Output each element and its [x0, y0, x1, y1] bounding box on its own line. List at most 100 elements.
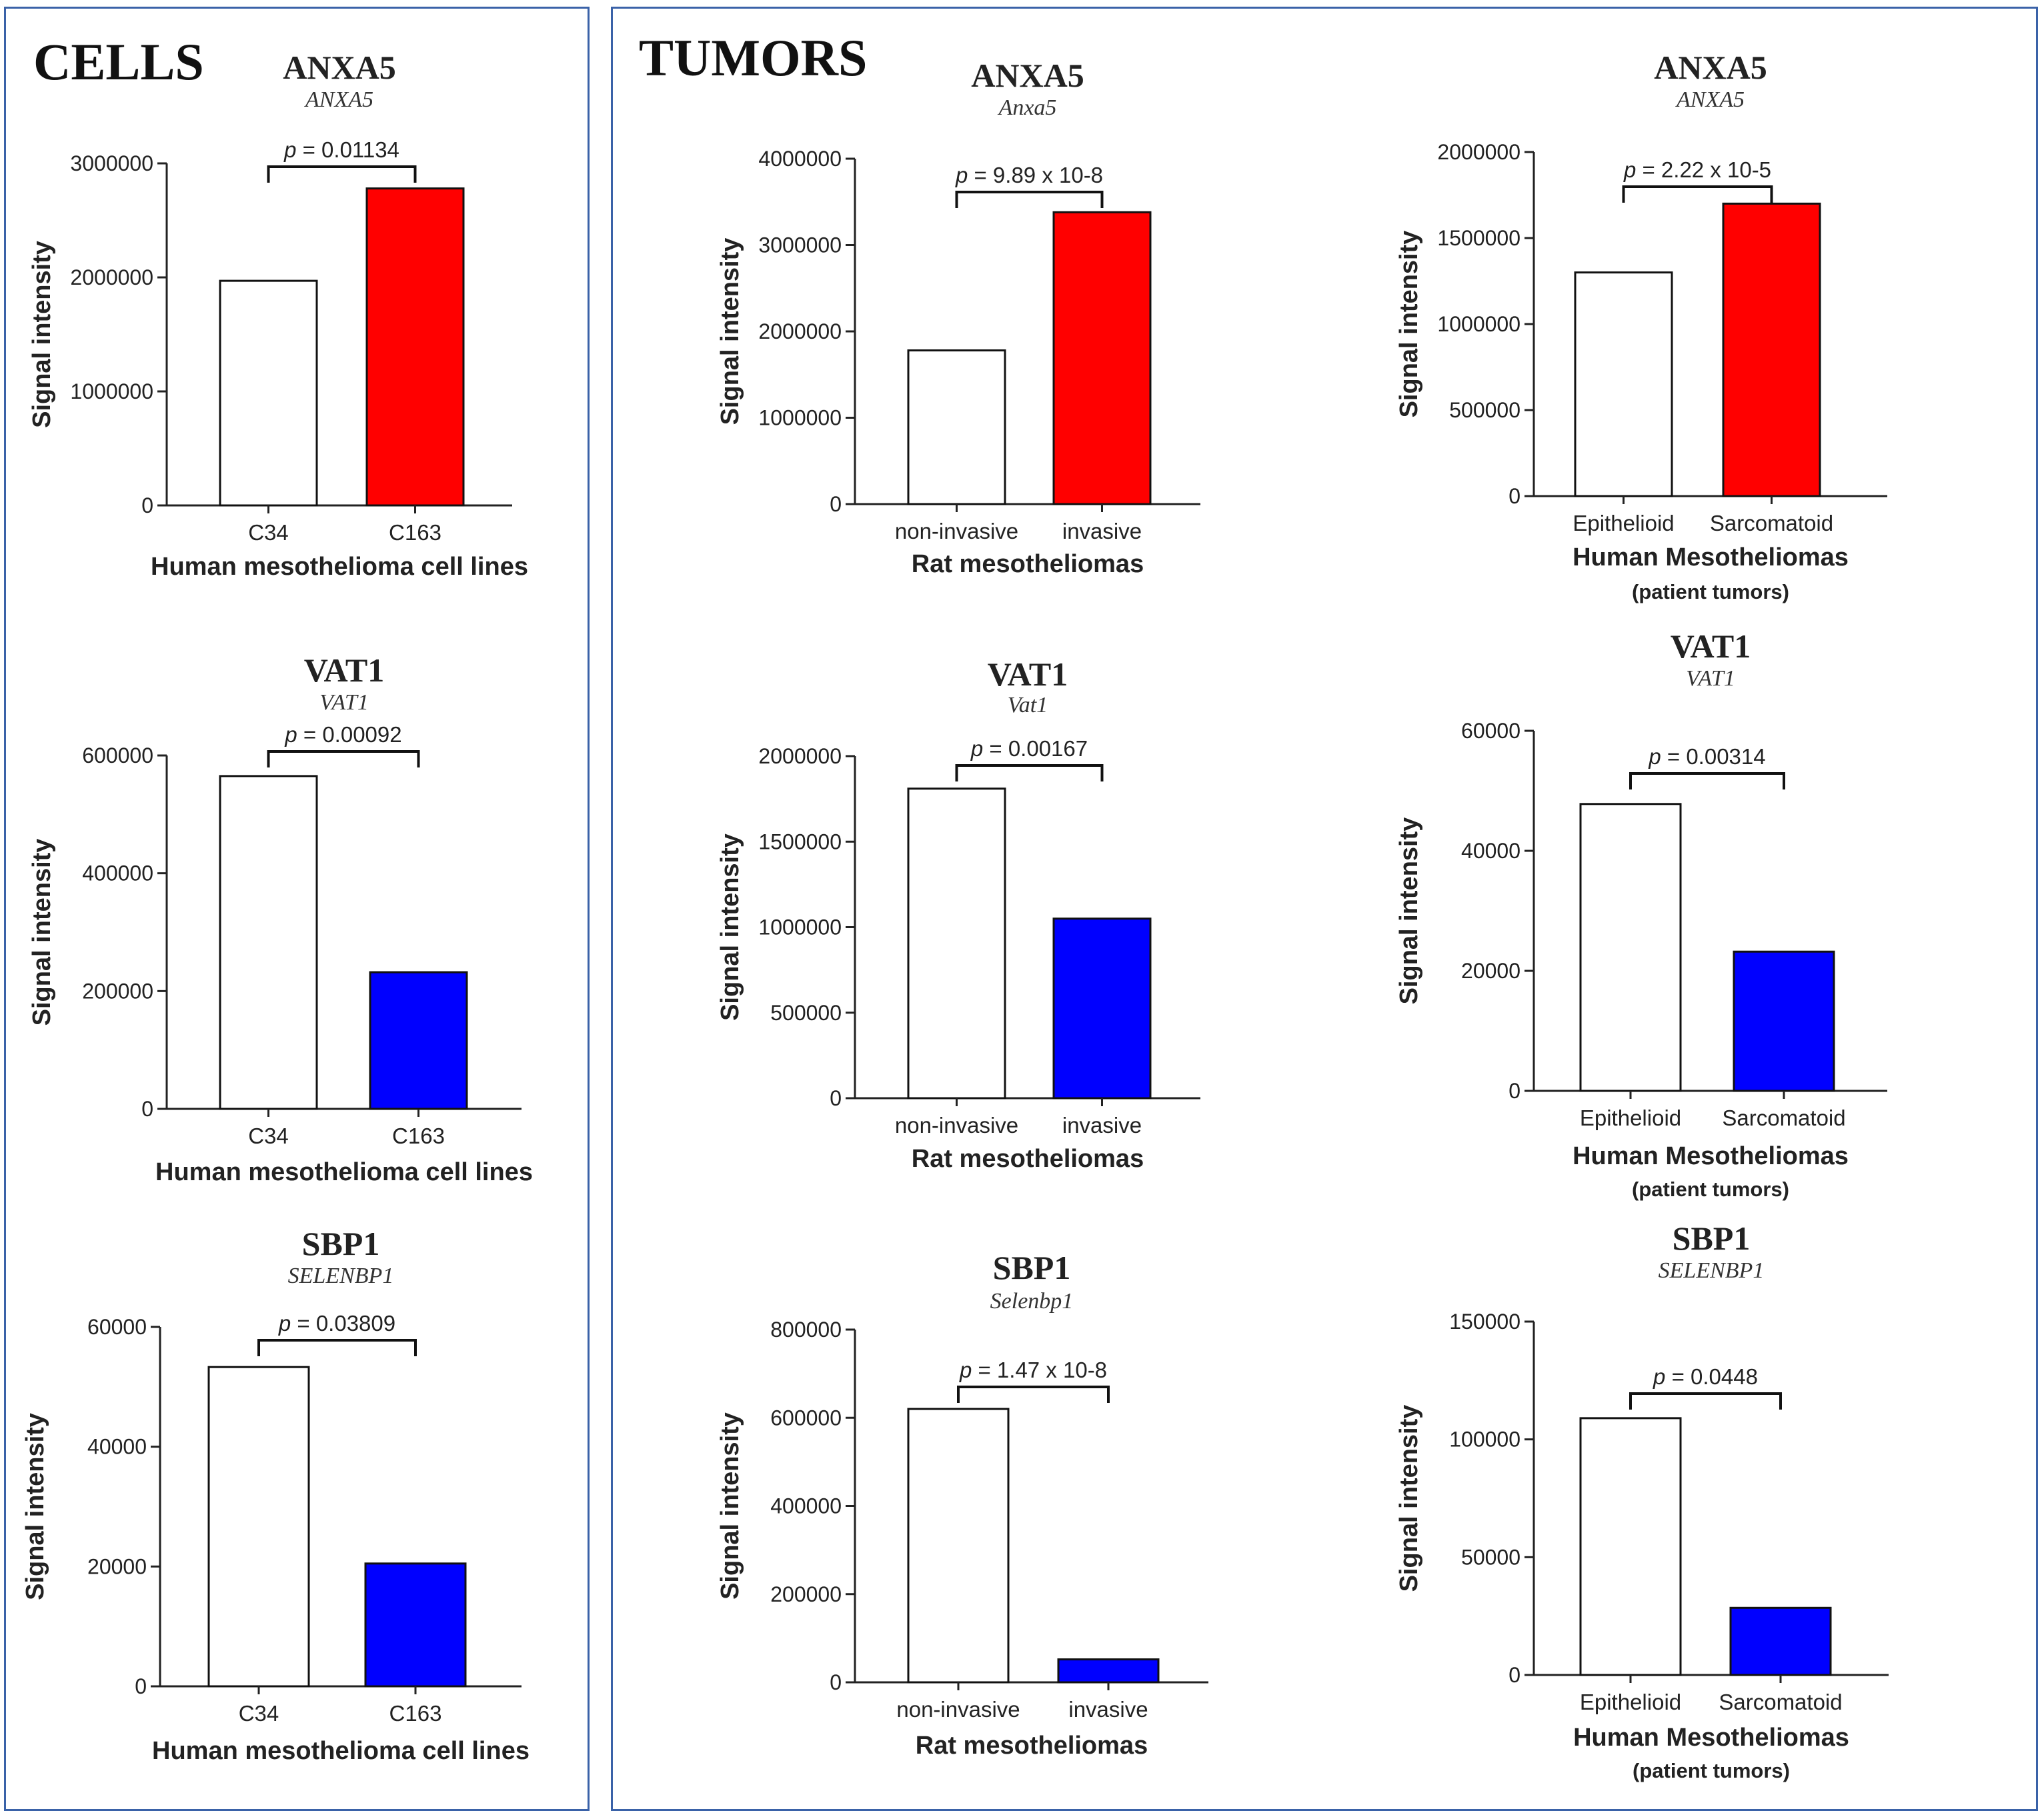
x-tick-label: Epithelioid [1573, 511, 1674, 535]
y-tick-label: 0 [1508, 1079, 1520, 1103]
bar-invasive [1057, 1658, 1160, 1684]
significance-bracket [1622, 185, 1773, 203]
x-tick-label: Sarcomatoid [1710, 511, 1833, 535]
x-tick-label: C163 [389, 520, 441, 545]
bar-epithelioid [1574, 271, 1673, 497]
x-tick-label: C34 [239, 1701, 279, 1726]
significance-bracket [267, 165, 417, 183]
x-axis-label: Human mesothelioma cell lines [152, 1737, 530, 1765]
p-value-label: p = 2.22 x 10-5 [1623, 157, 1771, 182]
x-tick-label: Epithelioid [1580, 1106, 1681, 1130]
p-value-label: p = 9.89 x 10-8 [955, 163, 1103, 187]
p-value-text: = 9.89 x 10-8 [968, 163, 1103, 187]
chart-title: VAT1 [304, 651, 384, 689]
y-tick-label: 1000000 [758, 406, 842, 430]
chart-title: VAT1 [1671, 627, 1751, 665]
y-axis-label: Signal intensity [1395, 231, 1423, 418]
bar-epithelioid [1579, 803, 1682, 1092]
y-tick-label: 2000000 [758, 319, 842, 343]
p-value-text: = 0.01134 [296, 137, 399, 162]
bar-invasive [1052, 211, 1152, 505]
y-tick-label: 4000000 [758, 147, 842, 171]
x-axis-sublabel: (patient tumors) [1632, 1178, 1789, 1201]
y-tick-label: 400000 [82, 861, 153, 885]
bar-c163 [365, 187, 465, 507]
y-tick-label: 0 [141, 493, 153, 517]
chart-rat-sbp1: SBP1 Selenbp1 0 200000 400000 600000 800000 Sig… [716, 1249, 1208, 1760]
p-value-text: = 0.00167 [983, 736, 1088, 761]
tumors-panel [611, 7, 2038, 1811]
y-tick-label: 200000 [770, 1582, 842, 1606]
bar-c163 [369, 971, 468, 1110]
bar-c34 [219, 279, 318, 507]
y-tick-label: 0 [141, 1097, 153, 1121]
y-axis-label: Signal intensity [716, 238, 744, 425]
cells-title: CELLS [33, 33, 204, 91]
y-tick-label: 2000000 [758, 744, 842, 768]
p-symbol: p [1648, 744, 1661, 769]
significance-bracket [955, 191, 1104, 208]
bar-c163 [364, 1562, 467, 1688]
significance-bracket [955, 764, 1104, 781]
x-axis-label: Human mesothelioma cell lines [155, 1158, 533, 1186]
y-tick-label: 600000 [82, 743, 153, 767]
chart-subtitle: SELENBP1 [1659, 1258, 1765, 1283]
x-tick-label: Epithelioid [1580, 1690, 1681, 1714]
y-tick-label: 3000000 [70, 151, 153, 175]
y-axis-label: Signal intensity [1395, 1405, 1423, 1592]
p-symbol: p [284, 722, 297, 747]
tumors-title: TUMORS [639, 29, 868, 87]
y-tick-label: 20000 [87, 1554, 147, 1578]
bar-sarcomatoid [1733, 950, 1835, 1092]
y-tick-label: 0 [830, 492, 842, 516]
y-tick-label: 0 [830, 1086, 842, 1110]
x-tick-label: C163 [389, 1701, 442, 1726]
y-axis-label: Signal intensity [28, 839, 56, 1026]
x-tick-label: non-invasive [895, 519, 1018, 543]
p-value-text: = 1.47 x 10-8 [972, 1358, 1107, 1382]
x-axis-label: Rat mesotheliomas [912, 1145, 1144, 1173]
x-axis-sublabel: (patient tumors) [1633, 1759, 1790, 1782]
p-value-text: = 0.00092 [297, 722, 402, 747]
chart-title: VAT1 [988, 655, 1068, 693]
p-value-label: p = 0.00092 [284, 722, 401, 747]
y-axis-label: Signal intensity [716, 1412, 744, 1600]
y-tick-label: 800000 [770, 1318, 842, 1342]
y-tick-label: 0 [1508, 484, 1520, 508]
x-tick-label: Sarcomatoid [1722, 1106, 1845, 1130]
y-tick-label: 50000 [1461, 1545, 1520, 1569]
y-tick-label: 400000 [770, 1494, 842, 1518]
x-axis-label: Rat mesotheliomas [912, 550, 1144, 578]
y-tick-label: 0 [830, 1670, 842, 1694]
bar-invasive [1052, 918, 1152, 1100]
x-axis-label: Human Mesotheliomas [1573, 543, 1849, 571]
x-tick-label: invasive [1062, 519, 1142, 543]
p-value-label: p = 0.03809 [278, 1311, 395, 1336]
p-symbol: p [970, 736, 983, 761]
y-tick-label: 40000 [87, 1435, 147, 1459]
p-value-label: p = 1.47 x 10-8 [959, 1358, 1107, 1382]
y-tick-label: 0 [135, 1674, 147, 1698]
y-tick-label: 3000000 [758, 233, 842, 257]
y-axis-label: Signal intensity [1395, 817, 1423, 1005]
y-axis-label: Signal intensity [716, 833, 744, 1021]
significance-bracket [1629, 772, 1785, 789]
y-tick-label: 1500000 [758, 829, 842, 853]
y-tick-label: 1500000 [1437, 226, 1520, 250]
y-tick-label: 60000 [1461, 719, 1520, 743]
x-tick-label: non-invasive [896, 1697, 1020, 1722]
y-tick-label: 2000000 [70, 265, 153, 289]
bar-non-invasive [907, 787, 1006, 1100]
y-tick-label: 150000 [1449, 1310, 1520, 1334]
bar-sarcomatoid [1729, 1606, 1832, 1676]
p-symbol: p [283, 137, 296, 162]
y-tick-label: 500000 [1449, 398, 1520, 422]
bar-epithelioid [1579, 1417, 1682, 1676]
significance-bracket [267, 750, 420, 767]
chart-title: ANXA5 [283, 49, 395, 86]
significance-bracket [1629, 1392, 1782, 1410]
x-tick-label: invasive [1068, 1697, 1148, 1722]
chart-subtitle: ANXA5 [304, 87, 373, 112]
